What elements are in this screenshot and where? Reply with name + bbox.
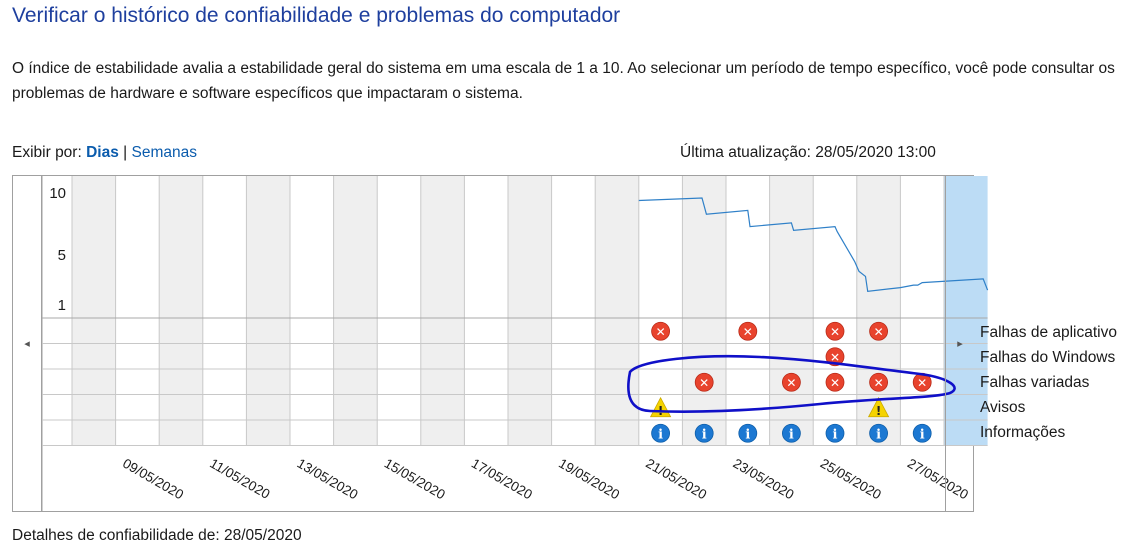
day-column[interactable] [420, 176, 465, 446]
error-glyph: ✕ [699, 376, 709, 390]
info-icon[interactable] [912, 423, 932, 443]
view-days-link[interactable]: Dias [86, 144, 119, 161]
day-column[interactable] [682, 176, 726, 446]
day-column[interactable] [813, 176, 857, 446]
error-glyph: ✕ [830, 350, 840, 364]
error-icon[interactable] [782, 372, 801, 392]
day-column[interactable] [290, 176, 334, 446]
error-glyph: ✕ [830, 376, 840, 390]
error-icon[interactable] [869, 321, 888, 341]
error-glyph: ✕ [874, 376, 884, 390]
info-glyph: i [745, 427, 750, 442]
view-by-bar: Exibir por: Dias | Semanas [12, 144, 197, 162]
info-icon[interactable] [694, 423, 714, 443]
date-label: 09/05/2020 [120, 456, 186, 503]
row-label-information: Informações [980, 424, 1066, 441]
day-column[interactable] [159, 176, 203, 446]
date-label: 19/05/2020 [556, 456, 622, 503]
y-tick-label: 5 [58, 247, 66, 264]
date-label: 23/05/2020 [731, 456, 797, 503]
day-column[interactable] [508, 176, 552, 446]
view-separator: | [123, 144, 128, 161]
error-icon[interactable] [825, 347, 845, 367]
warning-glyph: ! [876, 404, 881, 418]
row-label-windows-failures: Falhas do Windows [980, 349, 1116, 366]
error-glyph: ✕ [656, 325, 666, 339]
info-glyph: i [702, 427, 707, 442]
date-label: 21/05/2020 [643, 456, 709, 503]
stability-index-line [638, 197, 989, 292]
day-column[interactable] [551, 176, 596, 446]
y-tick-label: 1 [58, 297, 66, 314]
info-icon[interactable] [738, 423, 758, 443]
page-description: O índice de estabilidade avalia a estabi… [12, 60, 1115, 102]
day-column[interactable] [900, 176, 944, 446]
error-glyph: ✕ [786, 376, 796, 390]
date-label: 25/05/2020 [818, 456, 884, 503]
annotation-ellipse [627, 354, 956, 413]
error-icon[interactable] [694, 372, 714, 392]
day-column[interactable] [246, 176, 290, 446]
info-icon[interactable] [825, 423, 845, 443]
date-label: 15/05/2020 [382, 456, 448, 503]
view-weeks-link[interactable]: Semanas [131, 144, 197, 161]
day-column[interactable] [726, 176, 770, 446]
error-icon[interactable] [869, 372, 888, 392]
date-label: 17/05/2020 [469, 456, 535, 503]
row-label-app-failures: Falhas de aplicativo [980, 324, 1117, 341]
day-column[interactable] [464, 176, 508, 446]
scroll-right-button[interactable]: ▸ [945, 176, 974, 511]
info-glyph: i [876, 427, 881, 442]
row-label-misc-failures: Falhas variadas [980, 374, 1090, 391]
info-glyph: i [920, 427, 925, 442]
day-column[interactable] [595, 176, 639, 446]
scroll-left-button[interactable]: ◂ [13, 176, 42, 511]
row-label-warnings: Avisos [980, 399, 1026, 416]
info-glyph: i [789, 427, 794, 442]
day-column[interactable] [377, 176, 421, 446]
error-icon[interactable] [651, 321, 670, 341]
error-glyph: ✕ [743, 325, 753, 339]
error-icon[interactable] [825, 372, 845, 392]
last-update-text: Última atualização: 28/05/2020 13:00 [680, 144, 936, 161]
info-icon[interactable] [782, 423, 801, 443]
day-column[interactable] [72, 176, 116, 446]
chevron-right-icon: ▸ [957, 338, 963, 350]
error-glyph: ✕ [917, 376, 927, 390]
day-column[interactable] [769, 176, 814, 446]
day-column[interactable] [333, 176, 378, 446]
date-label: 11/05/2020 [207, 456, 272, 502]
y-tick-label: 10 [49, 185, 66, 202]
info-icon[interactable] [651, 423, 670, 443]
reliability-details-text: Detalhes de confiabilidade de: 28/05/202… [12, 527, 302, 544]
warning-icon[interactable] [867, 396, 890, 418]
error-icon[interactable] [825, 321, 845, 341]
view-by-label: Exibir por: [12, 144, 82, 161]
info-glyph: i [658, 427, 663, 442]
day-column[interactable] [944, 176, 988, 446]
error-glyph: ✕ [874, 325, 884, 339]
chevron-left-icon: ◂ [24, 338, 30, 350]
date-label: 13/05/2020 [295, 456, 361, 503]
error-glyph: ✕ [830, 325, 840, 339]
page-title: Verificar o histórico de confiabilidade … [12, 4, 621, 27]
day-column[interactable] [202, 176, 247, 446]
info-icon[interactable] [869, 423, 888, 443]
info-glyph: i [833, 427, 838, 442]
day-column[interactable] [115, 176, 160, 446]
error-icon[interactable] [738, 321, 758, 341]
